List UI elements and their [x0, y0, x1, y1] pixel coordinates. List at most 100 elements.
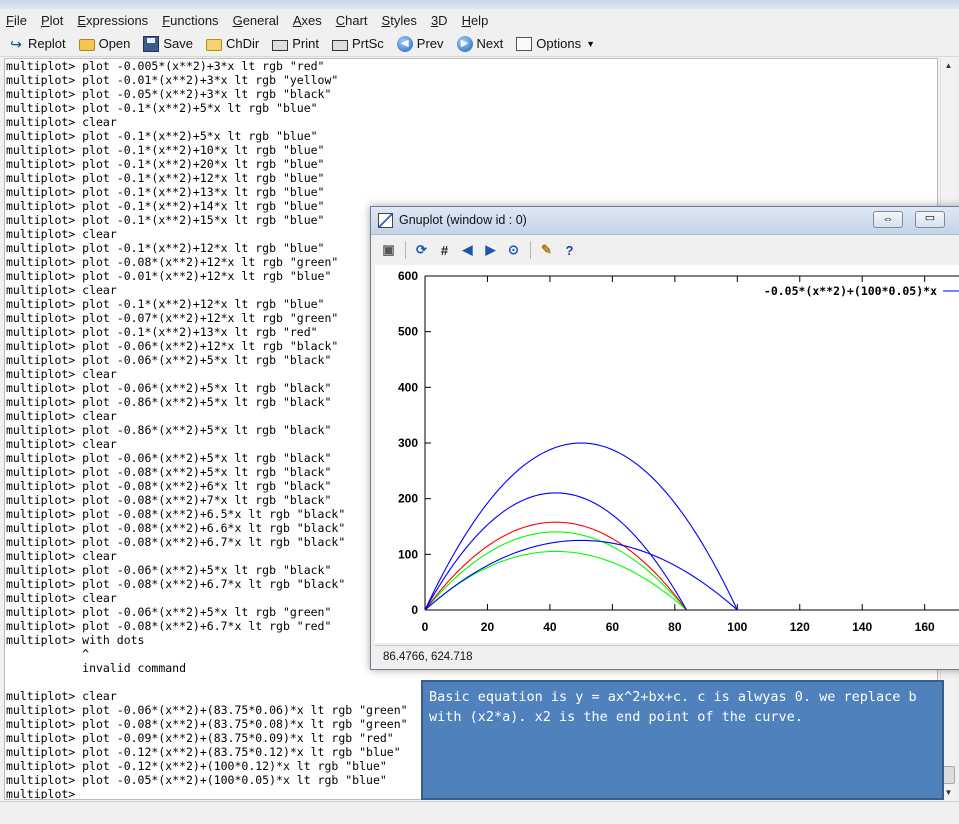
options-wrench-icon[interactable]: ✎: [541, 242, 552, 257]
console-line: multiplot> plot -0.005*(x**2)+3*x lt rgb…: [6, 59, 325, 73]
minimize-button[interactable]: ▭: [915, 211, 945, 228]
console-line: multiplot> plot -0.08*(x**2)+6.7*x lt rg…: [6, 535, 346, 549]
y-tick-label: 500: [398, 325, 418, 339]
replot-button[interactable]: ↪ Replot: [8, 36, 66, 52]
prtsc-button[interactable]: PrtSc: [332, 36, 384, 51]
console-line: multiplot> plot -0.08*(x**2)+6.6*x lt rg…: [6, 521, 346, 535]
gnuplot-toolbar: ▣ ⟳ # ◀ ▶ ⊙ ✎ ?: [371, 236, 959, 264]
console-line: multiplot> plot -0.07*(x**2)+12*x lt rgb…: [6, 311, 339, 325]
gnuplot-titlebar[interactable]: Gnuplot (window id : 0) ⇔ ▭: [371, 207, 959, 235]
console-line: multiplot> plot -0.1*(x**2)+14*x lt rgb …: [6, 199, 325, 213]
menu-item-axes[interactable]: Axes: [292, 12, 322, 28]
console-line: multiplot> clear: [6, 549, 117, 563]
console-line: multiplot> plot -0.08*(x**2)+6.7*x lt rg…: [6, 619, 332, 633]
console-line: multiplot> plot -0.86*(x**2)+5*x lt rgb …: [6, 423, 332, 437]
console-line: multiplot> plot -0.06*(x**2)+12*x lt rgb…: [6, 339, 339, 353]
series-line: [424, 521, 687, 611]
console-line: multiplot> plot -0.06*(x**2)+5*x lt rgb …: [6, 605, 332, 619]
menu-item-file[interactable]: File: [6, 12, 27, 28]
main-window-titlebar: [0, 0, 959, 9]
y-tick-label: 100: [398, 547, 418, 561]
print-button[interactable]: Print: [272, 36, 319, 51]
series-line: [424, 539, 738, 611]
console-line: multiplot> plot -0.12*(x**2)+(100*0.12)*…: [6, 759, 387, 773]
menu-item-styles[interactable]: Styles: [381, 12, 417, 28]
copy-clipboard-icon[interactable]: ▣: [382, 242, 395, 257]
menu-item-3d[interactable]: 3D: [430, 12, 448, 28]
menu-item-plot[interactable]: Plot: [40, 12, 64, 28]
toolbar-separator: [405, 241, 406, 259]
options-button[interactable]: Options ▼: [516, 36, 595, 51]
cursor-coordinates: 86.4766, 624.718: [375, 645, 959, 667]
console-line: multiplot> clear: [6, 689, 117, 703]
toolbar: ↪ Replot Open Save ChDir Print PrtSc ◀ P…: [0, 31, 959, 57]
toolbar-separator: [530, 241, 531, 259]
console-line: multiplot> plot -0.08*(x**2)+6.5*x lt rg…: [6, 507, 346, 521]
console-line: multiplot> plot -0.1*(x**2)+20*x lt rgb …: [6, 157, 325, 171]
prtsc-label: PrtSc: [352, 36, 384, 51]
replot-icon[interactable]: ⟳: [416, 242, 427, 257]
restore-button[interactable]: ⇔: [873, 211, 903, 228]
scroll-down-icon[interactable]: ▼: [944, 788, 953, 797]
y-tick-label: 200: [398, 492, 418, 506]
console-line: multiplot> plot -0.1*(x**2)+13*x lt rgb …: [6, 325, 318, 339]
menu-item-expressions[interactable]: Expressions: [77, 12, 149, 28]
chevron-down-icon: ▼: [586, 38, 595, 49]
next-label: Next: [476, 36, 504, 51]
console-line: multiplot> clear: [6, 283, 117, 297]
help-question-icon[interactable]: ?: [565, 242, 574, 258]
scroll-up-icon[interactable]: ▲: [944, 61, 953, 70]
console-line: multiplot> plot -0.01*(x**2)+3*x lt rgb …: [6, 73, 339, 87]
menu-item-general[interactable]: General: [232, 12, 279, 28]
y-tick-label: 0: [411, 603, 418, 617]
grid-icon[interactable]: #: [440, 242, 449, 258]
prev-button[interactable]: ◀ Prev: [396, 35, 444, 52]
console-line: multiplot> plot -0.08*(x**2)+6.7*x lt rg…: [6, 577, 346, 591]
zoom-next-icon[interactable]: ▶: [485, 242, 496, 257]
options-label: Options: [536, 36, 582, 51]
y-tick-label: 600: [398, 269, 418, 283]
series-line: [424, 550, 687, 611]
x-tick-label: 40: [543, 620, 557, 634]
gnuplot-window: Gnuplot (window id : 0) ⇔ ▭ ▣ ⟳ # ◀ ▶ ⊙ …: [370, 206, 959, 670]
zoom-previous-icon[interactable]: ◀: [462, 242, 473, 257]
y-tick-label: 400: [398, 380, 418, 394]
chdir-button[interactable]: ChDir: [206, 36, 259, 51]
menu-item-help[interactable]: Help: [461, 12, 489, 28]
folder-icon: [206, 38, 223, 51]
replot-label: Replot: [28, 36, 66, 51]
console-line: multiplot> clear: [6, 591, 117, 605]
console-line: multiplot> clear: [6, 227, 117, 241]
next-button[interactable]: ▶ Next: [456, 35, 504, 52]
save-button[interactable]: Save: [143, 35, 193, 52]
console-line: multiplot> clear: [6, 367, 117, 381]
console-line: multiplot> plot -0.09*(x**2)+(83.75*0.09…: [6, 731, 394, 745]
print-label: Print: [292, 36, 319, 51]
console-line: multiplot> plot -0.06*(x**2)+(83.75*0.06…: [6, 703, 408, 717]
menu-item-functions[interactable]: Functions: [162, 12, 219, 28]
console-line: multiplot> plot -0.06*(x**2)+5*x lt rgb …: [6, 353, 332, 367]
prev-label: Prev: [416, 36, 444, 51]
console-line: multiplot> plot -0.06*(x**2)+5*x lt rgb …: [6, 451, 332, 465]
open-button[interactable]: Open: [78, 36, 130, 51]
console-line: multiplot> plot -0.08*(x**2)+12*x lt rgb…: [6, 255, 339, 269]
console-line: multiplot> plot -0.08*(x**2)+5*x lt rgb …: [6, 465, 332, 479]
console-line: multiplot> plot -0.05*(x**2)+3*x lt rgb …: [6, 87, 332, 101]
x-tick-label: 60: [606, 620, 620, 634]
console-line: multiplot> plot -0.1*(x**2)+12*x lt rgb …: [6, 297, 325, 311]
console-line: multiplot> clear: [6, 409, 117, 423]
console-line: multiplot> plot -0.1*(x**2)+12*x lt rgb …: [6, 241, 325, 255]
arrow-right-icon: ▶: [456, 35, 473, 52]
menu-item-chart[interactable]: Chart: [335, 12, 368, 28]
plot-area[interactable]: 0 100 200 300 400 500 600 0 20 40 60 80 100 120 140 160…: [375, 265, 959, 643]
folder-open-icon: [78, 38, 95, 51]
chdir-label: ChDir: [226, 36, 260, 51]
series-line: [424, 442, 738, 611]
autoscale-icon[interactable]: ⊙: [508, 242, 519, 257]
main-status-bar: [0, 801, 959, 824]
console-line: multiplot> clear: [6, 437, 117, 451]
console-line: multiplot> plot -0.08*(x**2)+7*x lt rgb …: [6, 493, 332, 507]
x-tick-label: 120: [790, 620, 810, 634]
x-tick-label: 100: [727, 620, 747, 634]
console-line: invalid command: [6, 661, 187, 675]
